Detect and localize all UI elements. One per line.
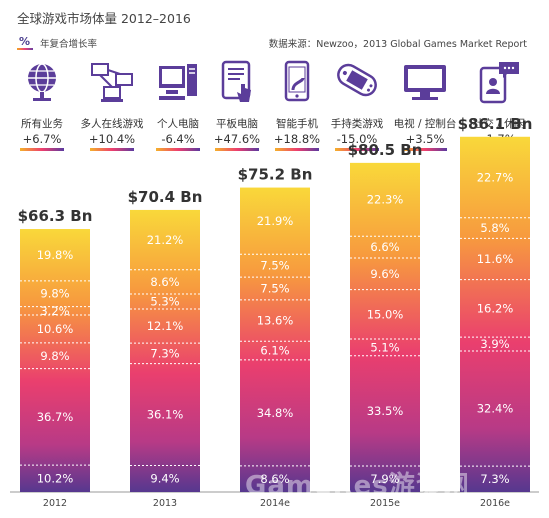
legend-gradient-swatch — [17, 48, 33, 50]
segment-label: 8.6% — [260, 472, 289, 486]
segment-label: 22.7% — [477, 170, 514, 184]
bar-2014e — [240, 187, 310, 492]
segment-label: 11.6% — [477, 252, 514, 266]
category-label: 平板电脑 — [216, 118, 258, 130]
bar-2016e — [460, 136, 530, 493]
smartphone-icon — [284, 60, 310, 102]
segment-label: 7.5% — [260, 259, 289, 273]
segment-label: 16.2% — [477, 301, 514, 315]
segment-label: 9.8% — [40, 349, 69, 363]
segment-label: 22.3% — [367, 193, 404, 207]
category-growth: -6.4% — [161, 132, 195, 146]
category-label: 智能手机 — [276, 118, 318, 130]
segment-label: 10.2% — [37, 472, 74, 486]
percent-icon: % — [19, 35, 31, 48]
segment-label: 21.2% — [147, 233, 184, 247]
segment-label: 10.6% — [37, 322, 74, 336]
segment-label: 21.9% — [257, 214, 294, 228]
handheld-console-icon — [337, 63, 377, 97]
segment-label: 5.8% — [480, 221, 509, 235]
category-growth: -15.0% — [336, 132, 378, 146]
x-tick-label: 2012 — [43, 498, 67, 509]
category-label: 手持类游戏 — [330, 118, 384, 130]
segment-label: 32.4% — [477, 402, 514, 416]
category-label: 个人电脑 — [157, 118, 199, 130]
x-tick-label: 2015e — [370, 498, 400, 509]
chart-title: 全球游戏市场体量 2012–2016 — [17, 11, 191, 26]
category-underline — [215, 148, 259, 151]
x-tick-label: 2013 — [153, 498, 177, 509]
category-mmo: 多人在线游戏 +10.4% — [79, 60, 145, 151]
category-label: 电视 / 控制台 — [393, 118, 457, 130]
category-underline — [335, 148, 379, 151]
category-underline — [275, 148, 319, 151]
segment-label: 36.1% — [147, 408, 184, 422]
segment-label: 5.1% — [370, 340, 399, 354]
category-growth: +47.6% — [213, 132, 261, 146]
x-tick-label: 2016e — [480, 498, 510, 509]
segment-label: 34.8% — [257, 406, 294, 420]
social-chat-icon — [479, 62, 519, 104]
bar-total-label: $66.3 Bn — [18, 207, 93, 225]
segment-label: 9.6% — [370, 267, 399, 281]
segment-label: 33.5% — [367, 404, 404, 418]
watermark: GameRes游资网 — [245, 471, 470, 501]
segment-label: 15.0% — [367, 307, 404, 321]
bar-2015e — [350, 162, 420, 492]
segment-label: 3.9% — [480, 337, 509, 351]
category-underline — [403, 148, 447, 151]
category-growth: +10.4% — [88, 132, 136, 146]
segment-label: 9.4% — [150, 472, 179, 486]
segment-label: 7.9% — [370, 472, 399, 486]
bar-total-label: $70.4 Bn — [128, 188, 203, 206]
category-growth: +3.5% — [405, 132, 445, 146]
category-underline — [156, 148, 200, 151]
desktop-pc-icon — [159, 64, 197, 100]
source-note: 数据来源：Newzoo，2013 Global Games Market Rep… — [268, 39, 527, 50]
category-label: 多人在线游戏 — [80, 118, 144, 130]
globe-icon — [28, 63, 56, 101]
segment-label: 6.1% — [260, 344, 289, 358]
segment-label: 36.7% — [37, 410, 74, 424]
bar-2013 — [130, 209, 200, 492]
x-tick-label: 2014e — [260, 498, 290, 509]
segment-label: 13.6% — [257, 314, 294, 328]
category-underline — [20, 148, 64, 151]
segment-label: 3.2% — [40, 304, 69, 318]
segment-label: 8.6% — [150, 275, 179, 289]
network-computers-icon — [91, 63, 133, 102]
category-growth: +18.8% — [273, 132, 321, 146]
bar-total-label: $80.5 Bn — [348, 141, 423, 159]
segment-label: 6.6% — [370, 240, 399, 254]
tablet-touch-icon — [221, 60, 251, 102]
category-smartphone: 智能手机 +18.8% — [264, 60, 330, 151]
category-label: 社交 / 休闲 — [472, 118, 526, 130]
segment-label: 7.3% — [480, 472, 509, 486]
legend-label: 年复合增长率 — [40, 39, 98, 50]
bar-total-label: $75.2 Bn — [238, 166, 313, 184]
category-label: 所有业务 — [21, 118, 63, 130]
segment-label: 9.8% — [40, 287, 69, 301]
category-pc: 个人电脑 -6.4% — [145, 60, 211, 151]
category-all-business: 所有业务 +6.7% — [9, 60, 75, 151]
bar-2012 — [20, 229, 90, 493]
category-underline — [90, 148, 134, 151]
category-tv-console: 电视 / 控制台 +3.5% — [392, 60, 458, 151]
category-tablet: 平板电脑 +47.6% — [204, 60, 270, 151]
segment-label: 7.5% — [260, 281, 289, 295]
segment-label: 7.3% — [150, 346, 179, 360]
category-handheld: 手持类游戏 -15.0% — [324, 60, 390, 151]
bar-total-label: $86.1 Bn — [458, 115, 533, 133]
category-growth: +6.7% — [22, 132, 62, 146]
segment-label: 19.8% — [37, 248, 74, 262]
segment-label: 12.1% — [147, 319, 184, 333]
tv-monitor-icon — [404, 65, 446, 100]
segment-label: 5.3% — [150, 294, 179, 308]
